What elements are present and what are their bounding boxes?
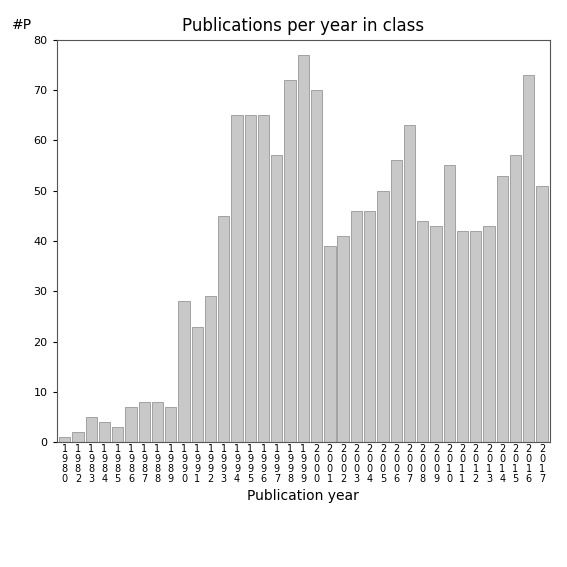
Bar <box>404 125 415 442</box>
Bar <box>337 236 349 442</box>
Bar <box>285 80 296 442</box>
Bar <box>457 231 468 442</box>
Bar <box>112 427 124 442</box>
Y-axis label: #P: #P <box>12 18 32 32</box>
Bar <box>377 191 388 442</box>
Bar <box>192 327 203 442</box>
Bar <box>152 402 163 442</box>
Bar <box>364 211 375 442</box>
Bar <box>179 302 189 442</box>
Bar <box>324 246 336 442</box>
Bar <box>165 407 176 442</box>
Bar <box>59 437 70 442</box>
Bar <box>72 432 83 442</box>
Bar <box>298 55 309 442</box>
Title: Publications per year in class: Publications per year in class <box>182 18 425 35</box>
Bar <box>205 297 216 442</box>
Bar <box>218 216 230 442</box>
Bar <box>245 115 256 442</box>
Bar <box>258 115 269 442</box>
Bar <box>536 185 548 442</box>
Bar <box>523 75 535 442</box>
Bar <box>470 231 481 442</box>
Bar <box>497 176 508 442</box>
Bar <box>231 115 243 442</box>
Bar <box>443 166 455 442</box>
Bar <box>391 160 402 442</box>
Bar <box>510 155 521 442</box>
X-axis label: Publication year: Publication year <box>247 489 359 503</box>
Bar <box>311 90 322 442</box>
Bar <box>417 221 428 442</box>
Bar <box>351 211 362 442</box>
Bar <box>483 226 494 442</box>
Bar <box>430 226 442 442</box>
Bar <box>86 417 97 442</box>
Bar <box>138 402 150 442</box>
Bar <box>125 407 137 442</box>
Bar <box>271 155 282 442</box>
Bar <box>99 422 110 442</box>
